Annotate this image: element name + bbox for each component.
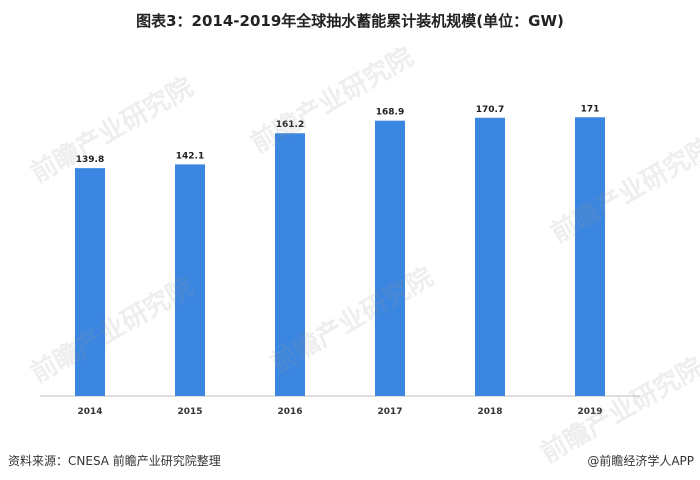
x-tick-label-2015: 2015 — [177, 407, 202, 417]
value-label-2019: 171 — [581, 104, 600, 114]
value-label-2017: 168.9 — [376, 108, 404, 118]
value-label-2015: 142.1 — [176, 151, 204, 161]
brand-note: @前瞻经济学人APP — [587, 454, 694, 468]
chart-title: 图表3：2014-2019年全球抽水蓄能累计装机规模(单位：GW) — [136, 12, 564, 30]
value-label-2018: 170.7 — [476, 105, 504, 115]
x-tick-label-2017: 2017 — [377, 407, 402, 417]
source-note: 资料来源：CNESA 前瞻产业研究院整理 — [8, 454, 221, 468]
value-label-2014: 139.8 — [76, 155, 104, 165]
x-tick-label-2018: 2018 — [477, 407, 502, 417]
x-tick-label-2016: 2016 — [277, 407, 302, 417]
bar-2016 — [275, 133, 305, 396]
bar-2015 — [175, 164, 205, 396]
value-label-2016: 161.2 — [276, 120, 304, 130]
bar-2014 — [75, 168, 105, 396]
bar-2017 — [375, 120, 405, 397]
bar-2018 — [475, 117, 505, 396]
x-tick-label-2019: 2019 — [577, 407, 602, 417]
x-tick-label-2014: 2014 — [77, 407, 102, 417]
bar-2019 — [575, 117, 605, 397]
